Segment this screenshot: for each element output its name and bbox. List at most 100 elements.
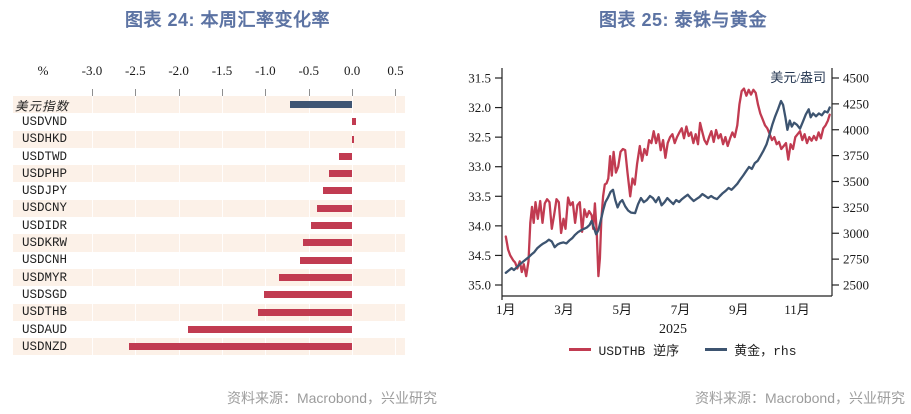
bar — [129, 343, 353, 351]
legend-swatch — [705, 347, 728, 352]
left-axis-tick-label: 33.5 — [468, 189, 491, 204]
bar — [328, 170, 353, 178]
chart24-source: 资料来源：Macrobond，兴业研究 — [226, 390, 437, 406]
bar — [352, 118, 356, 126]
legend-label: 黄金，rhs — [734, 344, 797, 359]
x-axis-tick-label: 5月 — [613, 302, 633, 317]
bar-label: USDNZD — [22, 339, 68, 354]
right-axis-tick-label: 4000 — [843, 122, 869, 137]
bar-label: USDCNY — [22, 201, 68, 216]
gridline — [222, 96, 223, 356]
chart25-legend: USDTHB 逆序 黄金，rhs — [455, 340, 911, 359]
right-axis-tick-label: 4500 — [843, 71, 869, 86]
x-tick-label: -1.5 — [211, 63, 233, 78]
chart24-bar-chart: % -3.0 -2.5 -2.0 -1.5 -1.0 -0.5 0.0 0.5 美元指数 USD… — [13, 62, 405, 356]
x-tick-mark — [265, 89, 267, 96]
bar-rows: 美元指数 USDVND USDHKD USDTWD USDPHP USDJPY USDCNY… — [13, 96, 405, 356]
bar — [317, 204, 353, 212]
bar-row-usdjpy: USDJPY — [13, 182, 405, 199]
bar-row-usdtwd: USDTWD — [13, 148, 405, 165]
chart25-source: 资料来源：Macrobond，兴业研究 — [694, 390, 905, 406]
x-tick-mark — [308, 89, 310, 96]
series-line-1 — [504, 99, 831, 274]
bar-row-usdvnd: USDVND — [13, 113, 405, 130]
bar-label: 美元指数 — [15, 99, 70, 114]
right-axis-tick-label: 4250 — [843, 96, 869, 111]
bar-row-usdnzd: USDNZD — [13, 338, 405, 356]
gridline — [135, 96, 137, 356]
x-axis-tick-label: 9月 — [729, 302, 749, 317]
gridline — [91, 96, 93, 356]
chart24-panel: 图表 24: 本周汇率变化率 % -3.0 -2.5 -2.0 -1.5 -1.0 -0.… — [0, 0, 455, 414]
bar-label: USDVND — [22, 114, 68, 129]
bar-row-usdthb: USDTHB — [13, 303, 405, 321]
left-axis-tick-label: 34.5 — [468, 248, 491, 263]
bar-label: USDPHP — [22, 166, 68, 181]
x-tick-mark — [352, 89, 354, 96]
x-tick-label: -2.5 — [124, 63, 146, 78]
x-tick-label: -1.0 — [255, 63, 276, 78]
bar — [322, 187, 353, 195]
bar-row-usdidr: USDIDR — [13, 217, 405, 234]
x-tick-label: -2.0 — [168, 63, 189, 78]
bar-label: USDTHB — [22, 305, 68, 320]
bar-label: USDTWD — [22, 149, 68, 164]
legend-item-0: USDTHB 逆序 — [569, 340, 679, 359]
right-axis-tick-label: 3500 — [843, 174, 869, 189]
bar-label: USDSGD — [22, 287, 68, 302]
x-tick-mark — [135, 89, 137, 96]
bar — [311, 222, 353, 230]
bar-row-usdphp: USDPHP — [13, 165, 405, 183]
bar — [352, 135, 354, 143]
chart25-title: 图表 25: 泰铢与黄金 — [598, 10, 768, 30]
x-axis-tick-label: 7月 — [671, 302, 691, 317]
bar-label: USDIDR — [22, 218, 68, 233]
bar-row-usdmyr: USDMYR — [13, 268, 405, 287]
x-tick-mark — [222, 89, 223, 96]
legend-label: USDTHB 逆序 — [598, 344, 680, 359]
left-axis-tick-label: 32.5 — [468, 130, 491, 145]
bar-row-usdcnh: USDCNH — [13, 252, 405, 269]
bar — [302, 239, 353, 247]
x-axis-year-label: 2025 — [659, 322, 687, 337]
x-axis-tick-label: 11月 — [784, 302, 810, 317]
right-axis-tick-label: 2500 — [843, 278, 869, 293]
bar — [289, 101, 353, 108]
bar-row-美元指数: 美元指数 — [13, 96, 405, 114]
bar-label: USDMYR — [22, 270, 68, 285]
x-axis-tick-label: 1月 — [496, 302, 516, 317]
gridline — [308, 96, 310, 356]
x-tick-label: 0.0 — [343, 63, 361, 78]
bar — [188, 325, 353, 333]
bar — [263, 291, 353, 299]
right-axis-tick-label: 3750 — [843, 148, 869, 163]
percent-unit-label: % — [37, 63, 49, 78]
bar-row-usdhkd: USDHKD — [13, 130, 405, 148]
left-axis-tick-label: 33.0 — [468, 159, 491, 174]
bar-label: USDKRW — [22, 236, 68, 251]
bar-row-usdkrw: USDKRW — [13, 234, 405, 252]
chart25-line-chart: 31.5 32.0 32.5 33.0 33.5 34.0 34.5 35.0 4500 4250… — [468, 68, 869, 337]
x-tick-mark — [395, 89, 397, 96]
x-axis-tick-label: 3月 — [554, 302, 574, 317]
gridline — [395, 96, 397, 356]
bar — [279, 273, 353, 281]
bar-axis-header: % -3.0 -2.5 -2.0 -1.5 -1.0 -0.5 0.0 0.5 — [13, 62, 405, 96]
series-line-0 — [504, 87, 831, 278]
bar-row-usdsgd: USDSGD — [13, 286, 405, 303]
right-axis-tick-label: 2750 — [843, 252, 869, 267]
left-axis-tick-label: 34.0 — [468, 218, 491, 233]
left-axis-tick-label: 32.0 — [468, 100, 491, 115]
right-axis-tick-label: 3000 — [843, 226, 869, 241]
bar-label: USDJPY — [22, 184, 68, 199]
bar-row-usdcny: USDCNY — [13, 199, 405, 218]
gridline — [178, 96, 180, 356]
bar-label: USDCNH — [22, 253, 68, 268]
left-axis-tick-label: 35.0 — [468, 278, 491, 293]
bar — [258, 308, 353, 316]
right-axis-unit-label: 美元/盎司 — [770, 70, 826, 85]
bar-label: USDAUD — [22, 322, 68, 337]
legend-swatch — [569, 347, 592, 352]
bar — [339, 152, 353, 160]
